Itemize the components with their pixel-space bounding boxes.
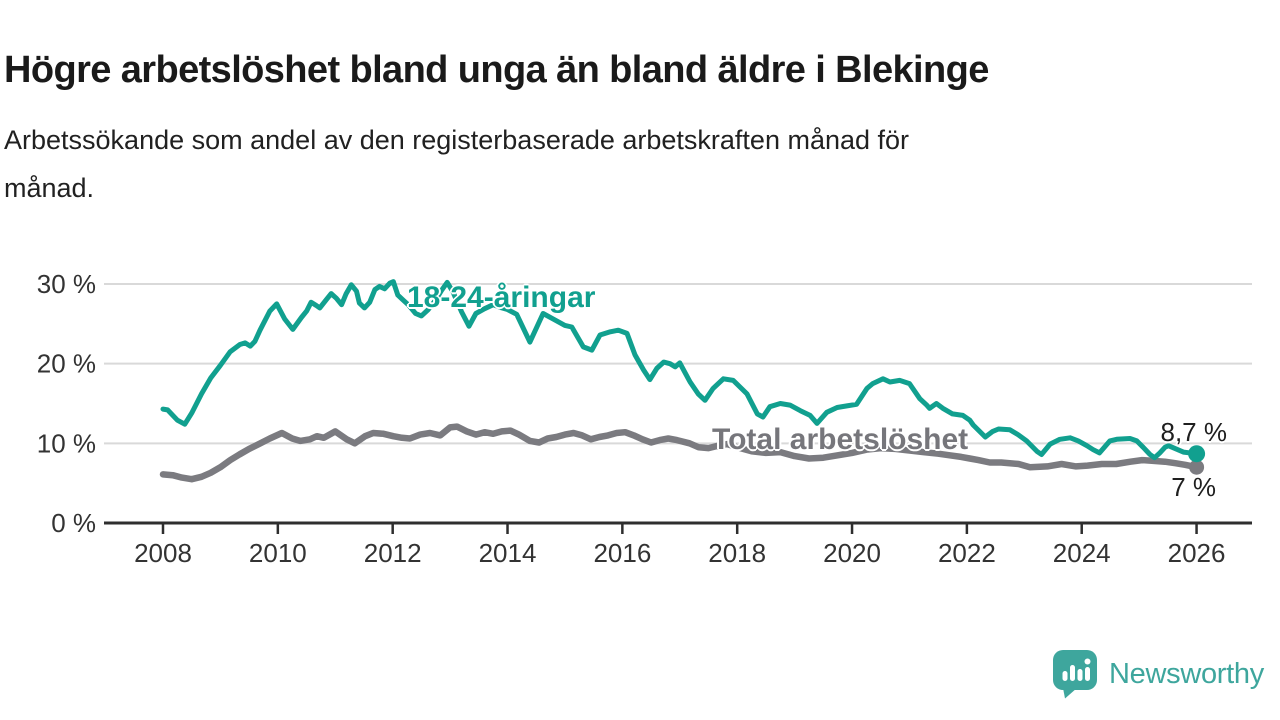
x-tick-label: 2024 [1053,538,1111,568]
series-end-dot-0 [1188,445,1206,463]
x-tick-label: 2020 [823,538,881,568]
newsworthy-logo-text: Newsworthy [1109,657,1264,690]
newsworthy-logo-icon [1053,650,1097,699]
logo-bar-2 [1070,665,1075,681]
x-tick-label: 2026 [1168,538,1226,568]
x-tick-label: 2014 [479,538,537,568]
logo-exclamation-dot [1084,658,1091,665]
x-tick-label: 2016 [593,538,651,568]
series-line-0 [160,279,1200,461]
x-tick-label: 2018 [708,538,766,568]
series-end-dot-1 [1189,459,1205,475]
series-line-1 [159,423,1200,483]
x-tick-label: 2012 [364,538,422,568]
y-tick-label: 20 % [37,349,96,379]
end-value-label-total: 7 % [1171,472,1216,502]
logo-bubble-tail [1063,688,1077,699]
y-tick-label: 0 % [51,508,96,538]
x-tick-label: 2010 [249,538,307,568]
subtitle-line-1: Arbetssökande som andel av den registerb… [4,125,910,155]
subtitle-line-2: månad. [4,173,95,203]
logo-exclamation-bar [1085,667,1090,681]
y-tick-label: 10 % [37,428,96,458]
series-label-total: Total arbetslöshet [712,423,969,456]
page-title: Högre arbetslöshet bland unga än bland ä… [4,49,989,92]
x-tick-label: 2022 [938,538,996,568]
logo-bar-1 [1062,671,1068,681]
end-value-label-18-24: 8,7 % [1160,417,1228,447]
newsworthy-logo: Newsworthy [1052,649,1264,699]
logo-bar-3 [1077,669,1083,681]
x-tick-label: 2008 [134,538,192,568]
page-subtitle: Arbetssökande som andel av den registerb… [4,116,1224,212]
y-tick-label: 30 % [37,269,96,299]
series-label-18-24: 18-24-åringar [407,281,596,314]
